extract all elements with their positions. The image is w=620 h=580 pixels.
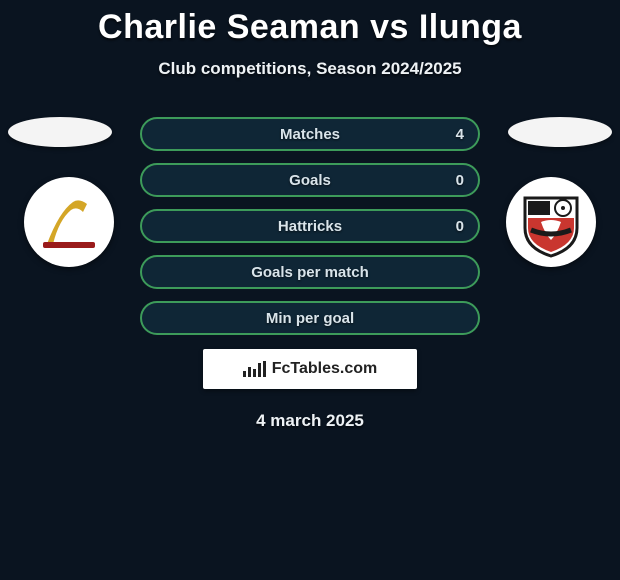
player-avatar-left [8,117,112,147]
stat-value-right: 4 [456,126,464,143]
comparison-panel: Matches 4 Goals 0 Hattricks 0 Goals per … [0,117,620,431]
stat-row-goals-per-match: Goals per match [140,255,480,289]
watermark[interactable]: FcTables.com [203,349,417,389]
doncaster-crest-icon [29,182,109,262]
stat-label: Hattricks [278,218,342,235]
stat-row-min-per-goal: Min per goal [140,301,480,335]
stat-label: Goals [289,172,331,189]
club-badge-right [506,177,596,267]
stat-value-right: 0 [456,218,464,235]
subtitle: Club competitions, Season 2024/2025 [0,59,620,79]
bromley-crest-icon [511,182,591,262]
stat-row-matches: Matches 4 [140,117,480,151]
page-title: Charlie Seaman vs Ilunga [0,0,620,47]
stat-row-hattricks: Hattricks 0 [140,209,480,243]
watermark-text: FcTables.com [272,360,378,378]
player-avatar-right [508,117,612,147]
stat-label: Matches [280,126,340,143]
stat-label: Goals per match [251,264,369,281]
bar-chart-icon [243,361,266,377]
stat-label: Min per goal [266,310,354,327]
stat-value-right: 0 [456,172,464,189]
stats-table: Matches 4 Goals 0 Hattricks 0 Goals per … [140,117,480,335]
date-label: 4 march 2025 [0,411,620,431]
stat-row-goals: Goals 0 [140,163,480,197]
club-badge-left [24,177,114,267]
